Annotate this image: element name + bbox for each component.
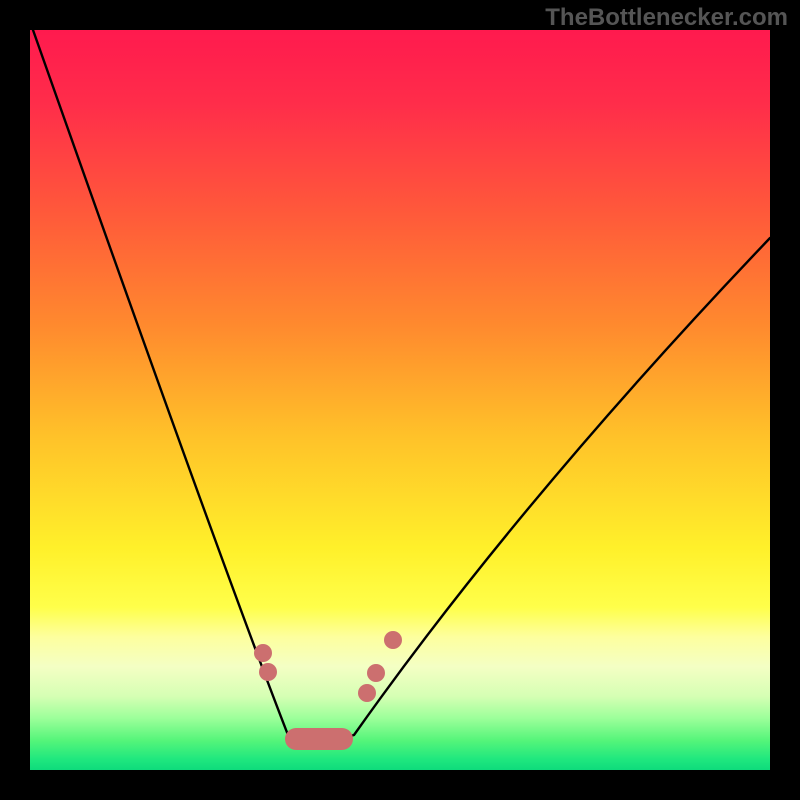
curve-bead-marker (259, 663, 277, 681)
curve-bead-marker (367, 664, 385, 682)
curve-bead-marker (358, 684, 376, 702)
watermark-text: TheBottlenecker.com (545, 4, 788, 32)
trough-marker (285, 728, 353, 750)
chart-svg (0, 0, 800, 800)
curve-bead-marker (384, 631, 402, 649)
curve-bead-marker (254, 644, 272, 662)
chart-container: TheBottlenecker.com (0, 0, 800, 800)
gradient-background (30, 30, 770, 770)
